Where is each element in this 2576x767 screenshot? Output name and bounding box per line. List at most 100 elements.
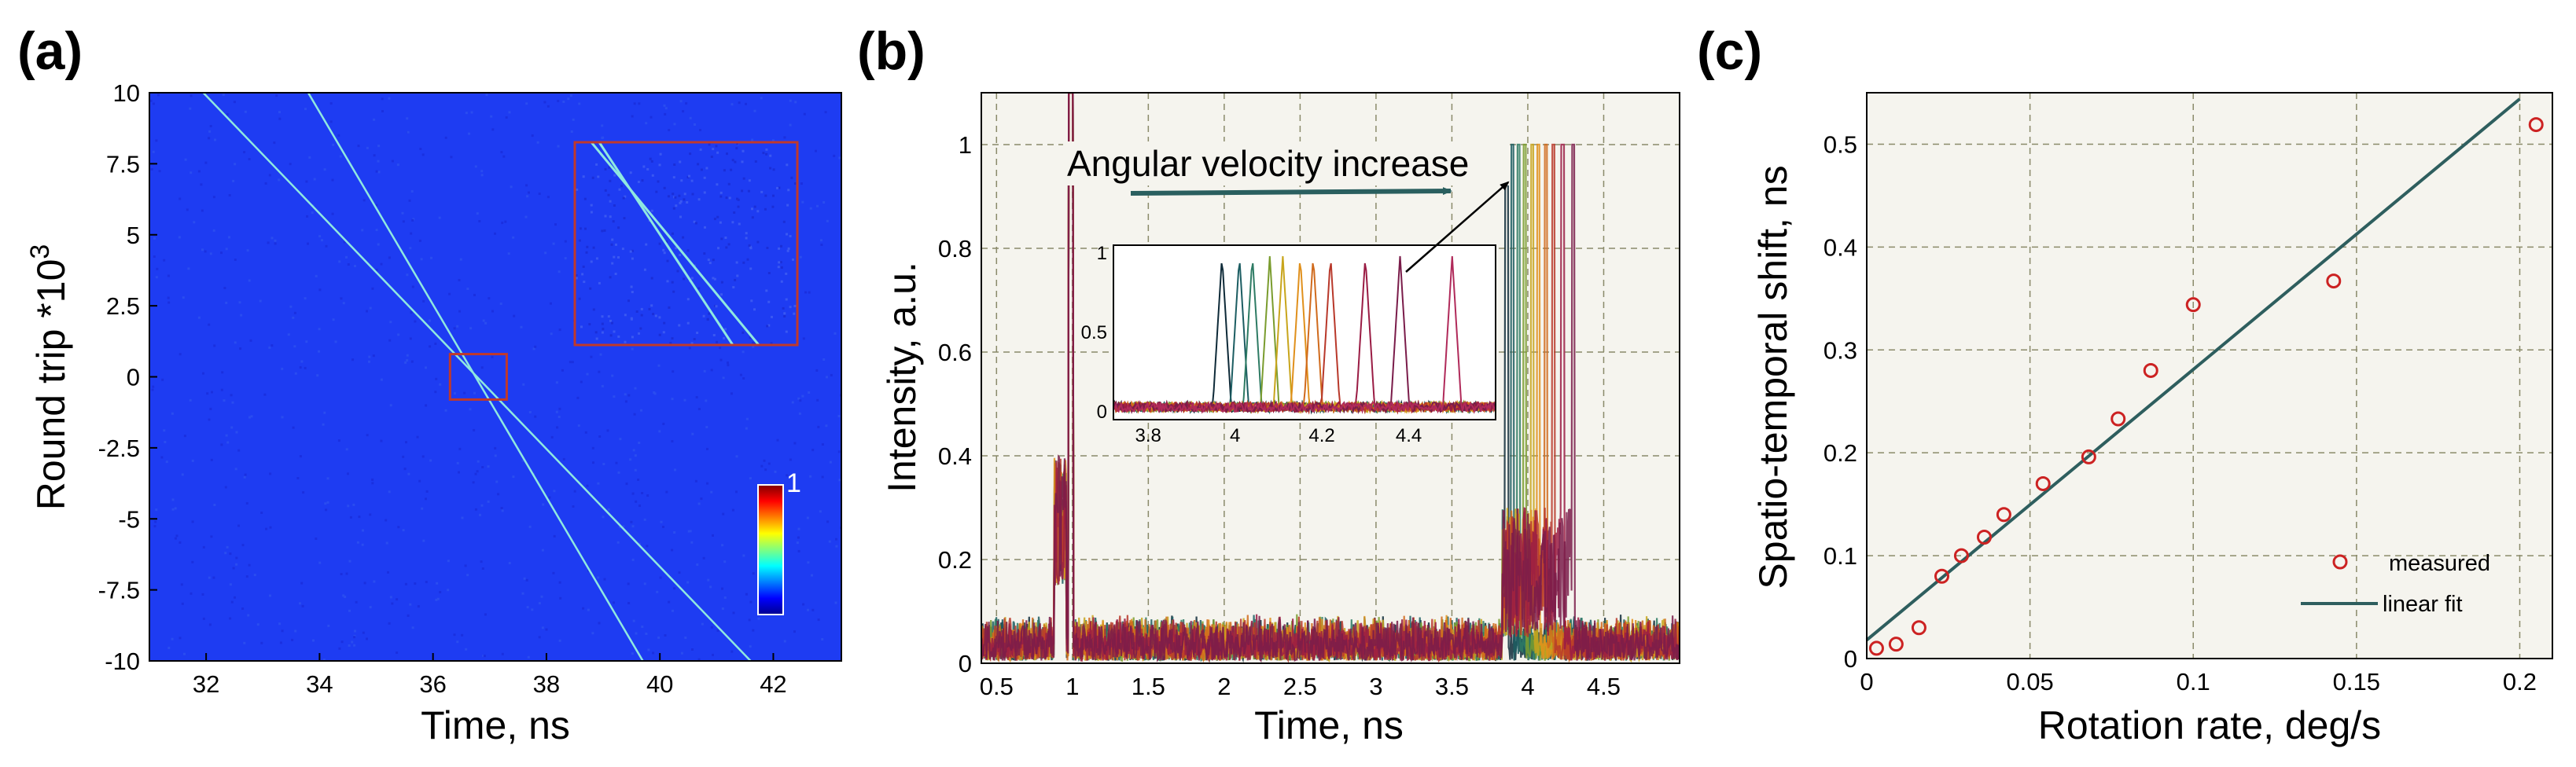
noise-speck [292,316,295,319]
noise-speck [624,393,627,396]
inset-noise-speck [683,198,686,201]
noise-speck [388,622,391,625]
noise-speck [369,606,372,609]
noise-speck [388,339,392,342]
noise-speck [753,109,756,112]
inset-noise-speck [668,306,671,309]
noise-speck [155,508,158,512]
noise-speck [657,364,661,367]
noise-speck [410,360,414,363]
noise-speck [461,516,464,519]
noise-speck [164,441,167,443]
noise-speck [464,564,467,567]
noise-speck [409,337,412,340]
inset-b-frame [1113,244,1496,420]
noise-speck [375,229,378,232]
noise-speck [234,259,237,261]
noise-speck [735,455,738,458]
panel-b-label: (b) [857,21,926,81]
noise-speck [278,178,281,182]
noise-speck [167,301,171,304]
noise-speck [571,361,574,364]
noise-speck [408,199,411,202]
noise-speck [306,215,309,218]
noise-speck [710,626,713,629]
noise-speck [237,449,241,452]
inset-noise-speck [640,307,643,310]
noise-speck [225,248,228,251]
noise-speck [287,333,290,336]
noise-speck [327,624,330,627]
noise-speck [815,149,817,152]
inset-noise-speck [686,249,690,252]
noise-speck [541,549,544,552]
noise-speck [354,629,356,633]
inset-noise-speck [748,179,751,182]
noise-speck [241,607,245,610]
noise-speck [351,358,355,361]
noise-speck [435,598,438,601]
inset-noise-speck [782,220,786,223]
inset-noise-speck [609,200,612,203]
noise-speck [353,636,356,639]
noise-speck [833,154,836,157]
inset-noise-speck [658,333,661,336]
inset-noise-speck [727,182,730,185]
noise-speck [275,94,278,97]
inset-noise-speck [716,151,719,154]
noise-speck [371,478,374,481]
noise-speck [318,328,321,331]
inset-noise-speck [712,148,715,151]
noise-speck [705,426,708,428]
noise-speck [263,393,267,396]
noise-speck [244,110,247,113]
panel-a-label: (a) [17,21,83,81]
noise-speck [436,597,440,600]
noise-speck [673,587,676,590]
noise-speck [270,237,274,240]
noise-speck [409,603,412,606]
noise-speck [752,629,755,632]
x-tick-label: 40 [646,670,673,698]
inset-noise-speck [613,330,616,333]
inset-noise-speck [598,281,601,284]
inset-noise-speck [793,312,796,315]
noise-speck [377,243,380,246]
noise-speck [223,399,226,402]
noise-speck [553,490,556,493]
noise-speck [152,102,155,105]
inset-noise-speck [776,186,778,189]
noise-speck [796,541,799,545]
inset-y-tick-label: 0.5 [1081,322,1107,343]
noise-speck [837,415,841,417]
noise-speck [540,595,543,598]
inset-noise-speck [672,193,675,196]
panel-b-frame [981,92,1680,664]
noise-speck [402,455,405,458]
noise-speck [580,380,583,384]
noise-speck [789,123,792,127]
annotation-background [1063,141,1510,185]
inset-noise-speck [663,321,666,325]
inset-noise-speck [602,328,605,331]
noise-speck [549,302,552,305]
noise-speck [662,422,665,425]
heatmap-traces [202,93,752,661]
inset-noise-speck [609,334,613,337]
noise-speck [598,370,601,373]
y-tick-label: 0.1 [1823,542,1857,570]
inset-noise-speck [725,246,728,249]
noise-speck [235,563,238,566]
panel-a-frame [149,92,842,662]
heatmap-inset-background [575,142,797,345]
noise-speck [534,345,537,348]
noise-speck [834,332,837,335]
noise-speck [345,255,348,259]
noise-speck [602,463,605,465]
noise-speck [256,623,259,626]
noise-speck [807,561,810,564]
noise-speck [617,471,620,474]
panel-b-xlabel: Time, ns [1254,703,1404,747]
noise-speck [329,102,333,105]
noise-speck [799,255,802,259]
